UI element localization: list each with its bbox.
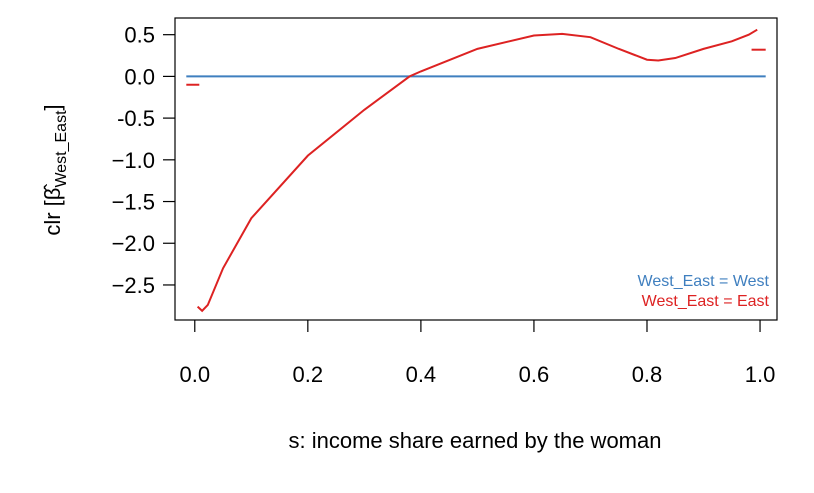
y-axis-label: clr [β̂West_East] [40, 104, 70, 235]
y-label-sub: West_East [53, 110, 70, 188]
y-tick-label: 0.0 [124, 64, 155, 89]
x-tick-label: 0.2 [293, 362, 324, 387]
x-axis-label: s: income share earned by the woman [289, 428, 662, 453]
legend-entry: West_East = West [638, 273, 770, 290]
x-tick-label: 0.4 [406, 362, 437, 387]
y-tick-label: 0.5 [124, 23, 155, 48]
y-tick-label: −2.0 [112, 231, 155, 256]
x-tick-label: 0.8 [632, 362, 663, 387]
x-tick-label: 0.6 [519, 362, 550, 387]
y-label-close: ] [40, 104, 65, 110]
y-tick-label: −1.5 [112, 190, 155, 215]
y-tick-label: −1.0 [112, 148, 155, 173]
y-tick-label: -0.5 [117, 106, 155, 131]
y-label-main: clr [β̂ [40, 184, 65, 236]
series-line [196, 28, 758, 313]
plot-box [174, 17, 778, 321]
x-tick-label: 0.0 [179, 362, 210, 387]
x-tick-label: 1.0 [745, 362, 776, 387]
y-tick-label: −2.5 [112, 273, 155, 298]
legend-entry: West_East = East [642, 293, 770, 310]
